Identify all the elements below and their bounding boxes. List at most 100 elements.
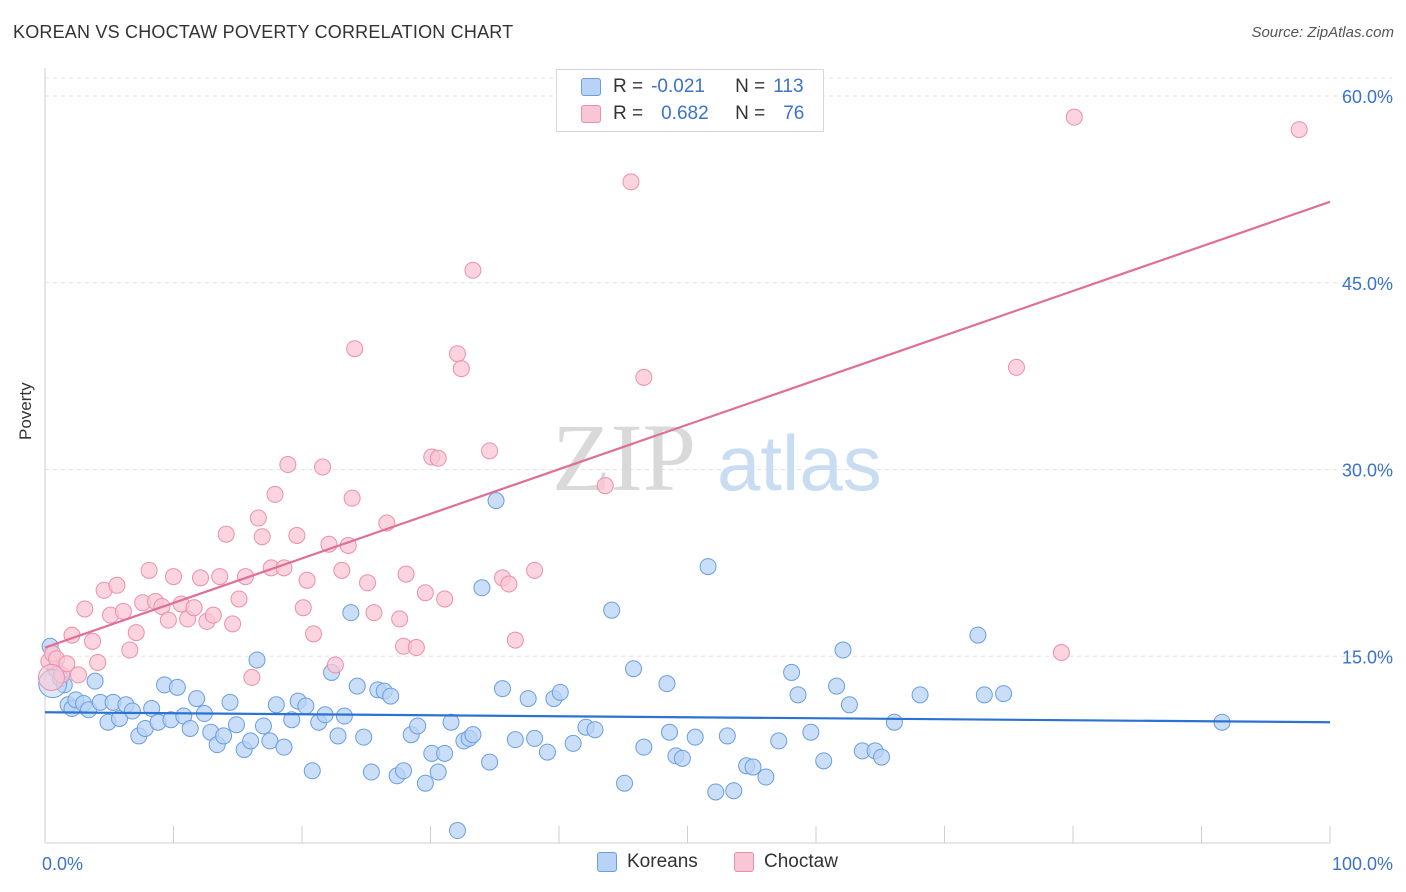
- korean-point: [911, 686, 929, 704]
- choctaw-point: [635, 368, 653, 386]
- choctaw-point: [243, 668, 261, 686]
- korean-point: [481, 753, 499, 771]
- korean-point: [885, 713, 903, 731]
- legend-r-value: 0.682: [661, 103, 709, 124]
- choctaw-point: [343, 489, 361, 507]
- korean-point: [221, 693, 239, 711]
- legend-r-label: R =: [613, 103, 644, 124]
- korean-point: [616, 774, 634, 792]
- korean-point: [436, 744, 454, 762]
- choctaw-point: [452, 360, 470, 378]
- choctaw-point: [236, 568, 254, 586]
- korean-point: [526, 729, 544, 747]
- choctaw-point: [333, 561, 351, 579]
- korean-point: [718, 727, 736, 745]
- choctaw-point: [365, 604, 383, 622]
- korean-point: [538, 743, 556, 761]
- x-tick-label: 100.0%: [1332, 854, 1393, 874]
- legend-n-value: 113: [773, 76, 804, 97]
- choctaw-point: [249, 509, 267, 527]
- choctaw-point: [500, 575, 518, 593]
- legend-r-value: -0.021: [651, 76, 705, 97]
- choctaw-point: [230, 590, 248, 608]
- legend-row-koreans: R = -0.021 N = 113: [581, 75, 804, 99]
- korean-point: [168, 678, 186, 696]
- choctaw-point: [185, 599, 203, 617]
- legend-label-koreans: Koreans: [627, 851, 698, 872]
- korean-point: [757, 768, 775, 786]
- korean-point: [815, 752, 833, 770]
- korean-point: [828, 677, 846, 695]
- korean-point: [348, 677, 366, 695]
- korean-point: [382, 687, 400, 705]
- choctaw-point: [253, 528, 271, 546]
- choctaw-point: [266, 485, 284, 503]
- y-tick-label: 15.0%: [1342, 647, 1393, 667]
- choctaw-point: [279, 456, 297, 474]
- choctaw-point: [397, 565, 415, 583]
- korean-point: [873, 748, 891, 766]
- korean-point: [635, 738, 653, 756]
- korean-point: [227, 716, 245, 734]
- korean-point: [267, 696, 285, 714]
- choctaw-point: [211, 568, 229, 586]
- korean-point: [487, 492, 505, 510]
- legend-n-label: N =: [735, 76, 766, 97]
- korean-point: [661, 723, 679, 741]
- korean-point: [409, 717, 427, 735]
- trend-lines: [44, 200, 1331, 724]
- korean-point: [188, 690, 206, 708]
- korean-point: [969, 626, 987, 644]
- korean-point: [707, 783, 725, 801]
- korean-point: [303, 762, 321, 780]
- y-tick-label: 60.0%: [1342, 87, 1393, 107]
- choctaw-point: [294, 599, 312, 617]
- series-koreans: [38, 492, 1231, 840]
- korean-point: [342, 604, 360, 622]
- korean-point: [111, 710, 129, 727]
- korean-point: [275, 738, 293, 756]
- series-choctaw: [37, 108, 1308, 691]
- korean-point: [329, 727, 347, 745]
- korean-point: [802, 723, 820, 741]
- choctaw-point: [326, 656, 344, 674]
- korean-point: [335, 707, 353, 725]
- korean-point: [254, 717, 272, 735]
- korean-point: [658, 675, 676, 693]
- legend-row-choctaw: R = 0.682 N = 76: [581, 102, 804, 126]
- korean-point: [395, 762, 413, 780]
- choctaw-point: [346, 340, 364, 358]
- legend-swatch-koreans: [581, 78, 601, 96]
- korean-point: [744, 758, 762, 776]
- choctaw-point: [1290, 121, 1308, 139]
- korean-point: [834, 641, 852, 659]
- korean-point: [519, 690, 537, 708]
- korean-point: [181, 719, 199, 737]
- korean-point: [783, 663, 801, 681]
- korean-point: [725, 782, 743, 800]
- korean-point: [283, 711, 301, 729]
- legend-item-choctaw[interactable]: Choctaw: [734, 851, 838, 873]
- korean-point: [603, 601, 621, 619]
- choctaw-point: [84, 632, 102, 650]
- correlation-legend: R = -0.021 N = 113 R = 0.682 N = 76: [556, 69, 824, 132]
- korean-point: [625, 660, 643, 678]
- choctaw-trend-line: [44, 200, 1331, 649]
- choctaw-point: [481, 442, 499, 460]
- korean-point: [506, 731, 524, 749]
- korean-point: [473, 579, 491, 597]
- watermark: ZIP atlas: [552, 404, 882, 511]
- chart-title: KOREAN VS CHOCTAW POVERTY CORRELATION CH…: [13, 22, 514, 42]
- choctaw-point: [165, 568, 182, 586]
- legend-swatch-choctaw: [581, 105, 601, 123]
- korean-point: [686, 728, 704, 746]
- choctaw-point: [1065, 108, 1083, 126]
- choctaw-point: [288, 526, 306, 544]
- korean-point: [840, 696, 858, 714]
- choctaw-point: [429, 449, 447, 467]
- x-tick-label: 0.0%: [42, 854, 83, 874]
- choctaw-point: [622, 173, 640, 191]
- korean-point: [551, 683, 569, 701]
- legend-item-koreans[interactable]: Koreans: [597, 851, 698, 873]
- korean-point: [355, 728, 373, 746]
